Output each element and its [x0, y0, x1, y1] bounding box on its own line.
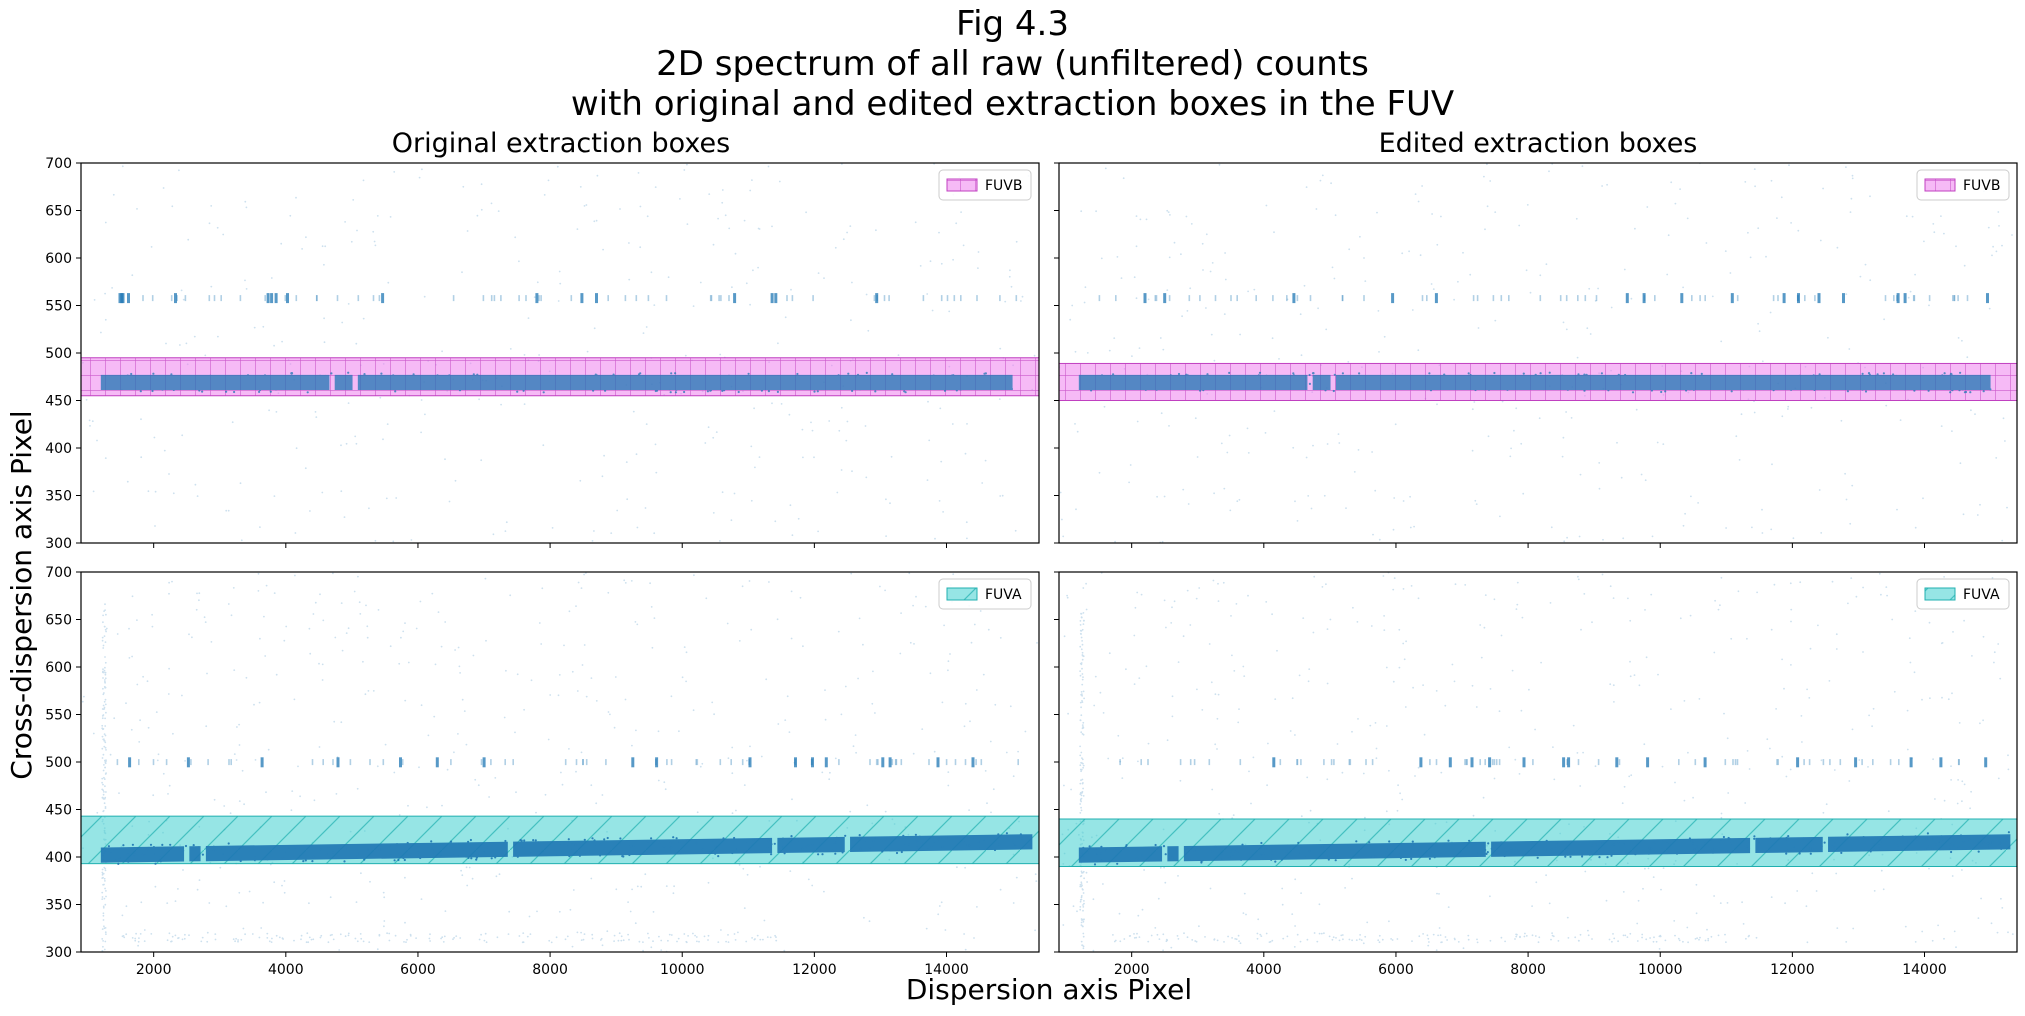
emission-line-row — [116, 757, 1019, 768]
spectrum-trace — [100, 832, 1033, 866]
background-counts — [82, 163, 1036, 543]
y-tick-label: 650 — [45, 204, 72, 220]
panel-top-left: 300 350 400 450 500 550 600 650 700 FUVB — [45, 156, 1040, 552]
panel-bottom-right: 2000 4000 6000 8000 10000 12000 14000 FUVA — [1054, 571, 2018, 978]
background-counts — [1061, 572, 2014, 952]
legend-label: FUVA — [1963, 587, 2000, 603]
figure-title-line-3: with original and edited extraction boxe… — [570, 84, 1455, 124]
x-tick-label: 6000 — [1378, 962, 1414, 978]
x-tick-label: 14000 — [924, 962, 969, 978]
y-tick-label: 300 — [45, 536, 72, 552]
y-tick-label: 550 — [45, 299, 72, 315]
legend-label: FUVA — [985, 587, 1022, 603]
y-axis-label: Cross-dispersion axis Pixel — [5, 410, 38, 779]
x-tick-label: 12000 — [1770, 962, 1815, 978]
y-tick-label: 700 — [45, 565, 72, 581]
x-tick-label: 4000 — [1246, 962, 1282, 978]
x-tick-label: 14000 — [1902, 962, 1947, 978]
spectrum-trace — [100, 371, 1014, 394]
legend-fuva: FUVA — [938, 578, 1032, 610]
legend-label: FUVB — [1963, 178, 2000, 194]
legend-fuvb: FUVB — [1916, 169, 2010, 201]
x-tick-label: 8000 — [1510, 962, 1546, 978]
y-tick-label: 600 — [45, 251, 72, 267]
x-tick-label: 12000 — [792, 962, 837, 978]
background-counts — [1059, 163, 2013, 543]
axes-frame — [1058, 162, 2018, 544]
x-axis-label: Dispersion axis Pixel — [905, 973, 1193, 1006]
y-tick-label: 450 — [45, 803, 72, 819]
y-tick-label: 500 — [45, 755, 72, 771]
y-tick-label: 650 — [45, 613, 72, 629]
x-tick-label: 4000 — [268, 962, 304, 978]
legend-label: FUVB — [985, 178, 1022, 194]
background-counts — [81, 572, 1038, 952]
y-tick-label: 700 — [45, 156, 72, 172]
y-tick-label: 400 — [45, 850, 72, 866]
emission-line-row — [118, 293, 1018, 304]
y-tick-label: 300 — [45, 945, 72, 961]
y-tick-label: 600 — [45, 660, 72, 676]
y-tick-label: 550 — [45, 708, 72, 724]
y-tick-label: 450 — [45, 394, 72, 410]
x-tick-label: 2000 — [1114, 962, 1150, 978]
y-tick-label: 500 — [45, 346, 72, 362]
axes-frame — [80, 162, 1040, 544]
x-tick-label: 10000 — [660, 962, 705, 978]
y-tick-label: 400 — [45, 441, 72, 457]
x-tick-label: 6000 — [400, 962, 436, 978]
column-title-original: Original extraction boxes — [391, 128, 731, 159]
panel-top-right: FUVB — [1054, 162, 2018, 548]
x-tick-label: 10000 — [1638, 962, 1683, 978]
legend-fuva: FUVA — [1916, 578, 2010, 610]
y-tick-label: 350 — [45, 898, 72, 914]
figure-title-line-2: 2D spectrum of all raw (unfiltered) coun… — [656, 44, 1369, 84]
emission-line-row — [1119, 757, 1988, 768]
spectrum-trace — [1078, 831, 2011, 866]
legend-fuvb: FUVB — [938, 169, 1032, 201]
x-tick-label: 2000 — [136, 962, 172, 978]
figure-title-line-1: Fig 4.3 — [956, 4, 1069, 44]
spectrum-trace — [1078, 371, 1992, 394]
column-title-edited: Edited extraction boxes — [1378, 128, 1698, 159]
y-tick-label: 350 — [45, 489, 72, 505]
emission-line-row — [1098, 293, 1989, 304]
panel-bottom-left: 300 350 400 450 500 550 600 650 700 2000 4000 6000 8… — [45, 565, 1040, 978]
x-tick-label: 8000 — [532, 962, 568, 978]
